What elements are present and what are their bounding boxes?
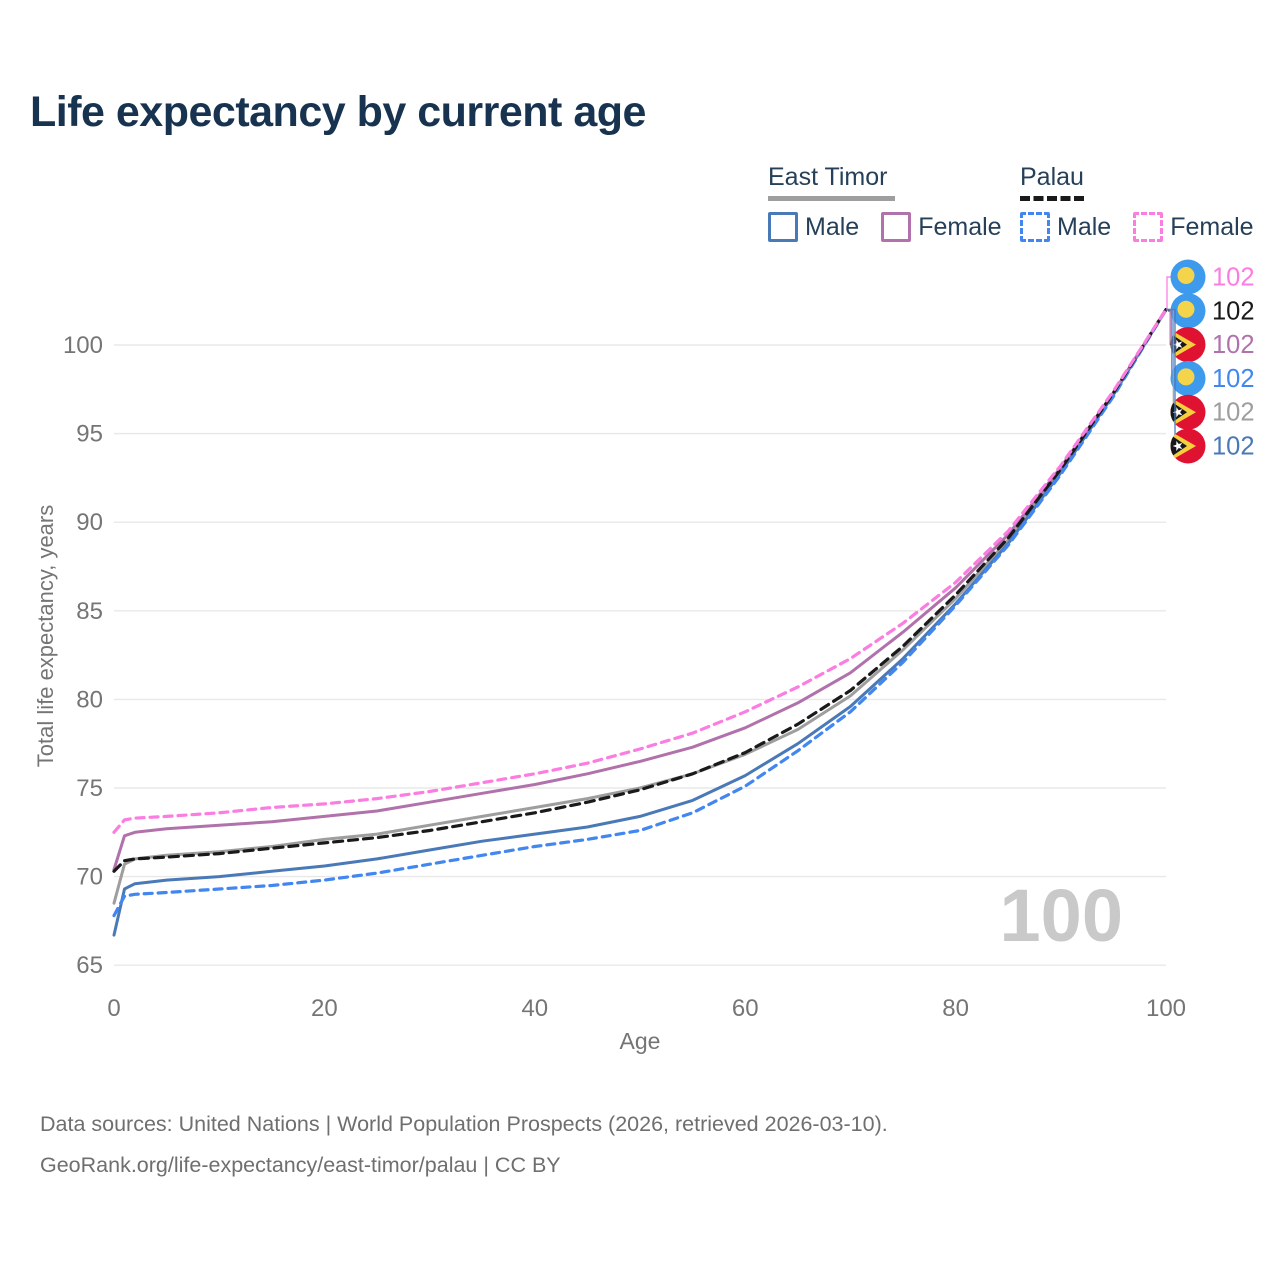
end-value-label-palau-male: 102 bbox=[1212, 365, 1255, 393]
footer-data-sources: Data sources: United Nations | World Pop… bbox=[40, 1112, 888, 1136]
y-axis-title: Total life expectancy, years bbox=[33, 504, 58, 768]
hover-age-watermark: 100 bbox=[1000, 874, 1123, 957]
legend-group-palau: Palau Male Female bbox=[1020, 163, 1276, 242]
palau-female-swatch-icon bbox=[1133, 212, 1164, 242]
palau-flag-icon bbox=[1170, 293, 1206, 329]
x-tick-label-0: 0 bbox=[107, 995, 120, 1022]
footer: Data sources: United Nations | World Pop… bbox=[40, 1104, 888, 1186]
page-title: Life expectancy by current age bbox=[30, 88, 646, 136]
y-tick-label-95: 95 bbox=[76, 421, 103, 448]
legend-country-palau[interactable]: Palau bbox=[1020, 163, 1084, 191]
x-tick-label-20: 20 bbox=[311, 995, 338, 1022]
end-value-label-east-timor-both: 102 bbox=[1212, 399, 1255, 427]
legend-item-east-timor-female[interactable]: Female bbox=[881, 212, 1002, 242]
footer-url: GeoRank.org/life-expectancy/east-timor/p… bbox=[40, 1153, 561, 1177]
legend-item-palau-male[interactable]: Male bbox=[1020, 212, 1111, 242]
east-timor-flag-icon bbox=[1170, 327, 1206, 363]
x-tick-label-60: 60 bbox=[732, 995, 759, 1022]
y-tick-label-85: 85 bbox=[76, 598, 103, 625]
series-line-east-timor-female[interactable] bbox=[112, 308, 1168, 871]
palau-male-swatch-icon bbox=[1020, 212, 1050, 242]
x-tick-label-40: 40 bbox=[521, 995, 548, 1022]
legend-linestyle-dashed bbox=[1020, 196, 1084, 201]
east-timor-male-swatch-icon bbox=[768, 212, 798, 242]
series-line-east-timor-both[interactable] bbox=[112, 308, 1168, 905]
legend-group-east-timor: East Timor Male Female bbox=[768, 163, 1024, 242]
legend-country-east-timor[interactable]: East Timor bbox=[768, 163, 888, 191]
east-timor-flag-icon bbox=[1170, 428, 1206, 464]
x-tick-label-100: 100 bbox=[1146, 995, 1186, 1022]
end-value-label-palau-female: 102 bbox=[1212, 264, 1255, 292]
east-timor-flag-icon bbox=[1170, 394, 1206, 430]
palau-flag-icon bbox=[1170, 360, 1206, 396]
y-tick-label-90: 90 bbox=[76, 509, 103, 536]
end-value-label-east-timor-female: 102 bbox=[1212, 331, 1255, 359]
y-tick-label-100: 100 bbox=[63, 332, 103, 359]
y-tick-label-65: 65 bbox=[76, 952, 103, 979]
series-line-palau-male[interactable] bbox=[112, 308, 1168, 918]
series-line-palau-female[interactable] bbox=[112, 308, 1168, 834]
legend-item-east-timor-male[interactable]: Male bbox=[768, 212, 859, 242]
series-line-palau-both[interactable] bbox=[112, 308, 1168, 873]
y-tick-label-70: 70 bbox=[76, 864, 103, 891]
x-axis-title: Age bbox=[619, 1028, 661, 1054]
x-tick-label-80: 80 bbox=[942, 995, 969, 1022]
end-value-label-east-timor-male: 102 bbox=[1212, 433, 1255, 461]
east-timor-female-swatch-icon bbox=[881, 212, 912, 242]
series-line-east-timor-male[interactable] bbox=[112, 308, 1168, 937]
legend-item-palau-female[interactable]: Female bbox=[1133, 212, 1254, 242]
end-value-label-palau-both: 102 bbox=[1212, 297, 1255, 325]
legend-linestyle-solid bbox=[768, 196, 895, 201]
y-tick-label-75: 75 bbox=[76, 775, 103, 802]
y-tick-label-80: 80 bbox=[76, 686, 103, 713]
palau-flag-icon bbox=[1170, 259, 1206, 295]
